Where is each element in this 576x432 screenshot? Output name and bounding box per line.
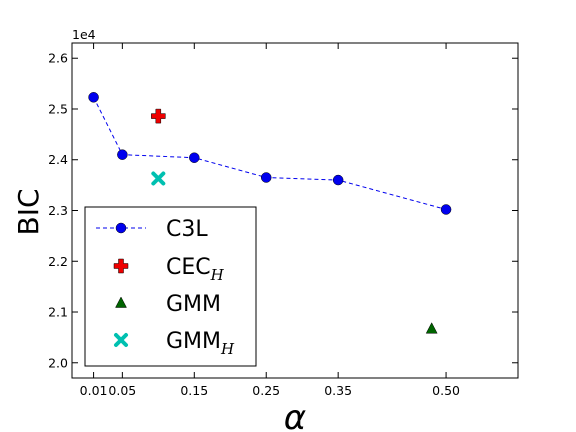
legend-marker-gmm-h-stroke [114,333,128,347]
data-point-gmm-h [151,171,166,186]
data-point-c3l [332,174,344,186]
legend-label-subscript: H [220,340,235,358]
y-axis-ticks: 2.0 2.1 2.2 2.3 2.4 2.5 2.6 [48,51,518,370]
y-tick-label: 2.1 [48,305,68,320]
legend-marker-gmm [115,296,127,308]
series-layer [88,92,452,334]
y-tick-label: 2.4 [48,152,68,167]
data-point-c3l [440,204,452,215]
legend-label-subscript: H [210,266,225,284]
y-axis-label: BIC [12,188,45,235]
legend-label-c3l: C3L [166,217,208,242]
x-tick-label: 0.50 [432,383,460,398]
x-tick-label: 0.25 [252,383,280,398]
legend-box [84,206,257,367]
x-tick-label: 0.35 [324,383,352,398]
y-tick-label: 2.2 [48,254,68,269]
x-tick-label: 0.05 [108,383,136,398]
legend-marker-gmm-h [114,333,128,347]
x-axis-label: α [284,398,306,432]
data-point-c3l [260,172,272,183]
y-multiplier-label: 1e4 [72,27,96,42]
x-axis-ticks: 0.01 0.05 0.15 0.25 0.35 0.50 [80,43,460,398]
y-tick-label: 2.3 [48,203,68,218]
data-point-c3l [189,152,200,163]
x-tick-label: 0.15 [180,383,208,398]
legend-marker-c3l [115,222,127,234]
x-tick-label: 0.01 [80,383,108,398]
data-point-cec-h [151,108,166,124]
data-point-c3l [88,92,99,103]
data-point-gmm-h-stroke [151,171,166,186]
legend-marker-cec-h [113,258,129,274]
y-tick-label: 2.6 [48,51,68,66]
series-line-c3l [93,97,447,210]
data-point-c3l [117,149,128,160]
data-point-gmm [425,322,438,334]
y-tick-label: 2.0 [48,355,68,370]
y-tick-label: 2.5 [48,101,68,116]
legend-label-gmm: GMM [166,292,221,317]
